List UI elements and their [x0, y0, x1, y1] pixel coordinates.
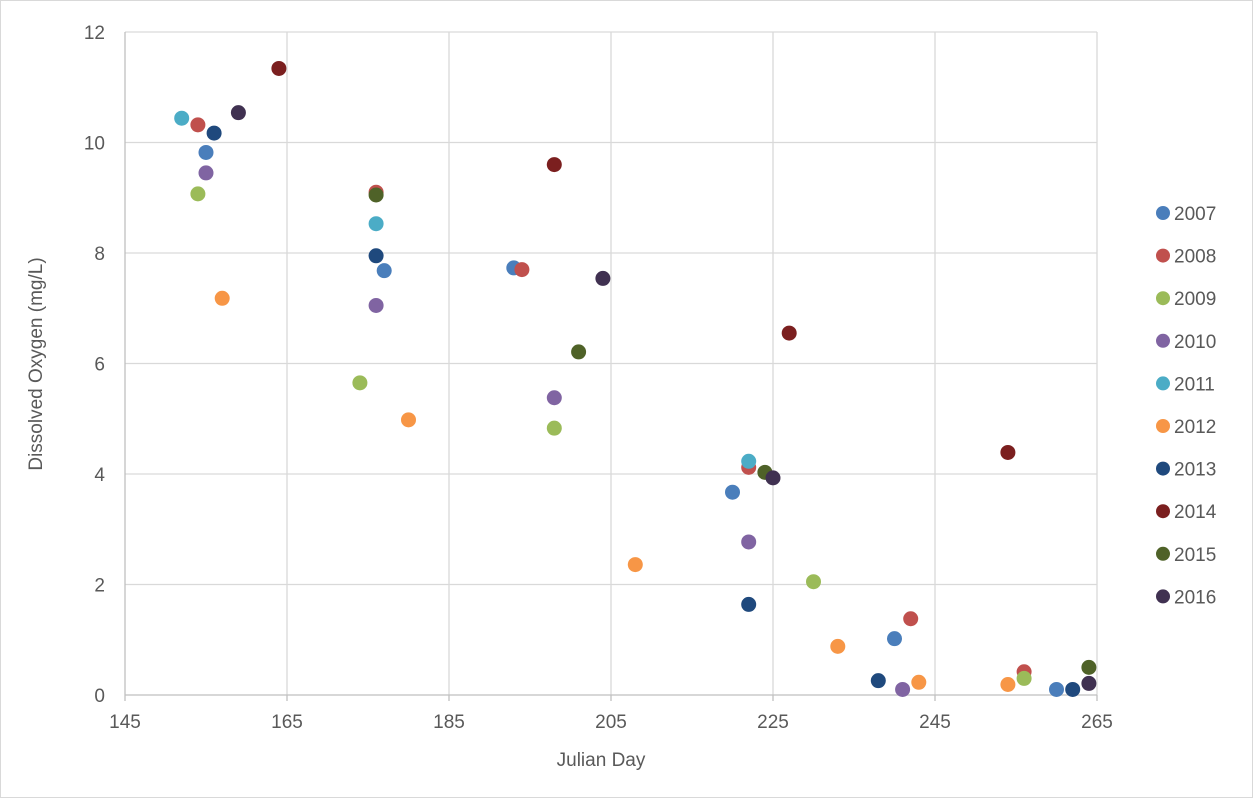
data-point-2010 — [546, 390, 562, 406]
y-tick-label: 2 — [94, 576, 105, 597]
data-point-2007 — [198, 144, 214, 160]
axes — [124, 32, 1098, 701]
data-point-2013 — [368, 248, 384, 264]
data-point-2012 — [830, 638, 846, 654]
legend-label-2008: 2008 — [1174, 247, 1216, 268]
legend-label-2010: 2010 — [1174, 332, 1216, 353]
legend: 2007 2008 2009 2010 2011 2012 2013 2014 2015 2016 — [1156, 204, 1217, 608]
legend-marker-2007 — [1156, 206, 1170, 220]
x-tick-label: 165 — [271, 712, 303, 733]
data-point-2015 — [571, 344, 587, 360]
y-tick-labels: 0 2 4 6 8 10 12 — [84, 23, 106, 707]
legend-marker-2015 — [1156, 546, 1170, 561]
data-point-2015 — [1081, 659, 1097, 675]
data-point-2009 — [190, 186, 206, 202]
data-point-2008 — [190, 117, 206, 133]
y-tick-label: 8 — [94, 244, 105, 265]
y-axis-label: Dissolved Oxygen (mg/L) — [26, 257, 47, 470]
legend-label-2015: 2015 — [1174, 545, 1216, 566]
x-tick-label: 145 — [109, 712, 141, 733]
x-tick-label: 225 — [757, 712, 789, 733]
data-point-2014 — [1000, 444, 1016, 460]
x-tick-label: 245 — [919, 712, 951, 733]
data-point-2014 — [546, 157, 562, 173]
y-tick-label: 4 — [94, 465, 105, 486]
y-tick-label: 10 — [84, 134, 105, 155]
data-point-2012 — [214, 290, 230, 306]
data-point-2016 — [230, 105, 246, 121]
x-tick-label: 205 — [595, 712, 627, 733]
data-point-2013 — [1065, 681, 1081, 697]
legend-label-2011: 2011 — [1174, 374, 1215, 395]
legend-marker-2014 — [1156, 504, 1170, 519]
data-point-2008 — [514, 262, 530, 278]
legend-label-2014: 2014 — [1174, 502, 1217, 523]
legend-label-2009: 2009 — [1174, 289, 1216, 310]
data-point-2009 — [546, 420, 562, 436]
data-point-2009 — [352, 375, 368, 391]
data-point-2016 — [595, 270, 611, 286]
data-point-2013 — [741, 596, 757, 612]
data-point-2016 — [765, 470, 781, 486]
y-tick-label: 12 — [84, 23, 105, 44]
data-point-2012 — [627, 557, 643, 573]
data-point-2012 — [401, 412, 416, 428]
data-point-2014 — [781, 325, 797, 341]
legend-label-2016: 2016 — [1174, 587, 1216, 608]
data-point-2010 — [198, 165, 214, 181]
data-point-2011 — [741, 453, 757, 469]
legend-marker-2010 — [1156, 333, 1170, 348]
x-tick-labels: 145 165 185 205 225 245 265 — [109, 712, 1113, 733]
legend-label-2007: 2007 — [1174, 204, 1216, 225]
data-point-2011 — [368, 216, 384, 232]
data-point-2010 — [895, 681, 911, 697]
legend-marker-2008 — [1156, 248, 1170, 263]
data-point-2009 — [806, 574, 821, 590]
data-point-2012 — [911, 674, 927, 690]
data-point-2007 — [376, 263, 392, 279]
legend-marker-2013 — [1156, 461, 1170, 476]
x-tick-label: 265 — [1081, 712, 1113, 733]
data-point-2007 — [887, 631, 902, 647]
gridlines — [125, 31, 1098, 695]
legend-marker-2016 — [1156, 589, 1170, 604]
data-point-2007 — [725, 484, 740, 500]
x-axis-label: Julian Day — [557, 750, 646, 771]
legend-marker-2009 — [1156, 291, 1170, 306]
data-points — [174, 60, 1097, 697]
data-point-2007 — [1049, 681, 1064, 697]
data-point-2016 — [1081, 675, 1097, 691]
data-point-2011 — [174, 110, 190, 126]
y-tick-label: 0 — [94, 686, 105, 707]
legend-label-2013: 2013 — [1174, 460, 1216, 481]
data-point-2013 — [206, 125, 222, 141]
legend-marker-2012 — [1156, 419, 1170, 433]
data-point-2015 — [368, 187, 384, 203]
data-point-2009 — [1016, 670, 1032, 686]
legend-marker-2011 — [1156, 376, 1170, 391]
data-point-2013 — [870, 673, 886, 689]
y-tick-label: 6 — [94, 355, 105, 376]
x-tick-label: 185 — [433, 712, 465, 733]
data-point-2010 — [368, 297, 384, 313]
legend-label-2012: 2012 — [1174, 417, 1216, 438]
data-point-2008 — [903, 611, 919, 627]
data-point-2014 — [271, 60, 287, 76]
data-point-2012 — [1000, 677, 1016, 693]
data-point-2010 — [741, 534, 757, 550]
